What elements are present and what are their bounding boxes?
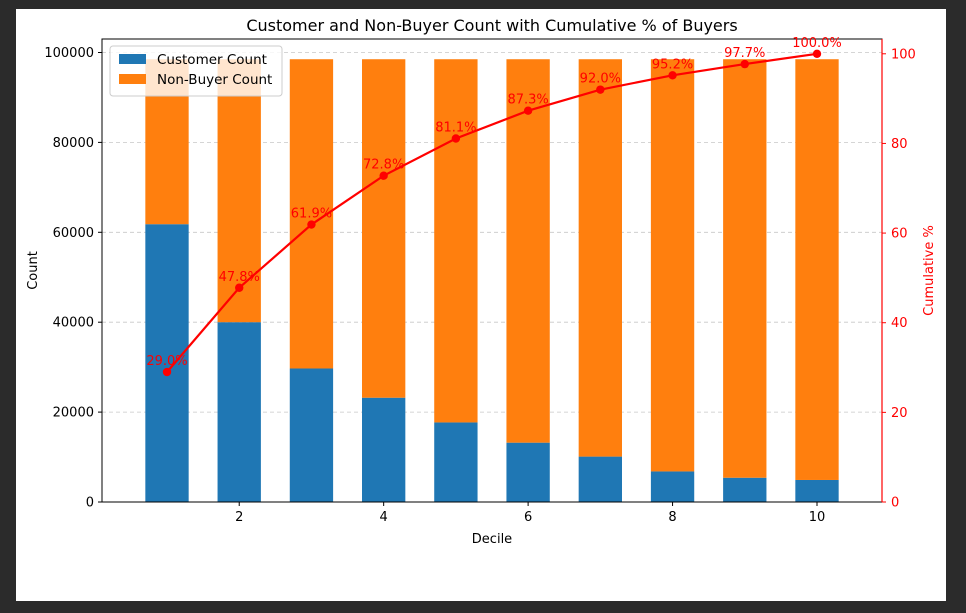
- bar-non-buyer-count: [434, 59, 478, 423]
- legend-swatch-non-buyer-count: [119, 74, 146, 84]
- bar-non-buyer-count: [650, 59, 695, 472]
- y-axis-label: Count: [26, 251, 41, 290]
- bar-customer-count: [362, 397, 406, 502]
- chart-figure: 0 20000 40000 60000 80000 100000 2 4 6 8 10 0 20 40 60…: [16, 9, 946, 601]
- bar-customer-count: [795, 479, 839, 502]
- cumulative-point: [740, 59, 749, 69]
- x-tick-label: 2: [235, 510, 243, 525]
- cumulative-label: 100.0%: [792, 36, 842, 51]
- x-tick-label: 8: [668, 510, 676, 525]
- bar-non-buyer-count: [578, 59, 622, 457]
- y-tick-label: 60000: [53, 226, 94, 241]
- y2-axis-label: Cumulative %: [922, 225, 937, 316]
- cumulative-point: [596, 85, 605, 94]
- cumulative-label: 47.8%: [219, 270, 260, 285]
- cumulative-point: [307, 220, 316, 229]
- cumulative-label: 81.1%: [435, 121, 476, 136]
- bar-non-buyer-count: [362, 59, 406, 398]
- bar-customer-count: [217, 322, 261, 502]
- chart-title: Customer and Non-Buyer Count with Cumula…: [246, 16, 737, 35]
- y2-tick-label: 100: [891, 47, 916, 62]
- y-tick-label: 20000: [53, 406, 94, 421]
- y-tick-label: 100000: [44, 46, 94, 61]
- bar-customer-count: [506, 442, 550, 502]
- bar-non-buyer-count: [506, 59, 550, 443]
- cumulative-point: [235, 283, 244, 292]
- y2-tick-label: 40: [891, 316, 908, 331]
- bar-customer-count: [723, 477, 767, 502]
- cumulative-label: 61.9%: [291, 207, 332, 222]
- x-axis-label: Decile: [472, 532, 512, 547]
- cumulative-point: [451, 134, 461, 143]
- x-tick-label: 4: [380, 510, 388, 525]
- cumulative-point: [523, 106, 533, 115]
- cumulative-label: 72.8%: [363, 158, 404, 173]
- y2-tick-label: 60: [891, 227, 908, 242]
- data-labels: 29.0% 47.8% 61.9% 72.8% 81.1% 87.3% 92.0% 95.2%…: [146, 36, 841, 369]
- legend-box: [109, 45, 283, 97]
- y-tick-label: 40000: [53, 316, 94, 331]
- legend-label-non-buyer-count: Non-Buyer Count: [157, 72, 272, 88]
- x-tick-label: 6: [524, 510, 532, 525]
- cumulative-label: 97.7%: [724, 46, 765, 61]
- legend-label-customer-count: Customer Count: [157, 52, 267, 68]
- y2-tick-label: 20: [891, 406, 908, 421]
- cumulative-label: 92.0%: [580, 72, 621, 87]
- cumulative-point: [379, 171, 388, 180]
- bar-customer-count: [578, 456, 622, 502]
- cumulative-label: 95.2%: [652, 57, 693, 72]
- cumulative-point: [668, 71, 677, 80]
- bar-customer-count: [289, 368, 334, 502]
- cumulative-percent-line: [166, 52, 818, 373]
- legend: Customer Count Non-Buyer Count: [109, 45, 283, 97]
- bar-customer-count: [434, 422, 478, 502]
- bar-non-buyer-count: [217, 59, 261, 323]
- cumulative-line: [162, 49, 822, 377]
- y2-tick-label: 0: [891, 496, 899, 511]
- cumulative-label: 87.3%: [507, 93, 548, 108]
- x-tick-label: 10: [809, 510, 826, 525]
- y2-tick-label: 80: [891, 137, 908, 152]
- y-tick-label: 80000: [53, 136, 94, 151]
- cumulative-label: 29.0%: [146, 354, 187, 369]
- bar-customer-count: [145, 224, 189, 502]
- bar-customer-count: [650, 471, 695, 502]
- bar-non-buyer-count: [795, 59, 839, 480]
- cumulative-point: [162, 367, 172, 377]
- bar-non-buyer-count: [723, 59, 767, 478]
- legend-swatch-customer-count: [119, 54, 146, 64]
- cumulative-point: [812, 49, 822, 58]
- y-tick-label: 0: [86, 496, 94, 511]
